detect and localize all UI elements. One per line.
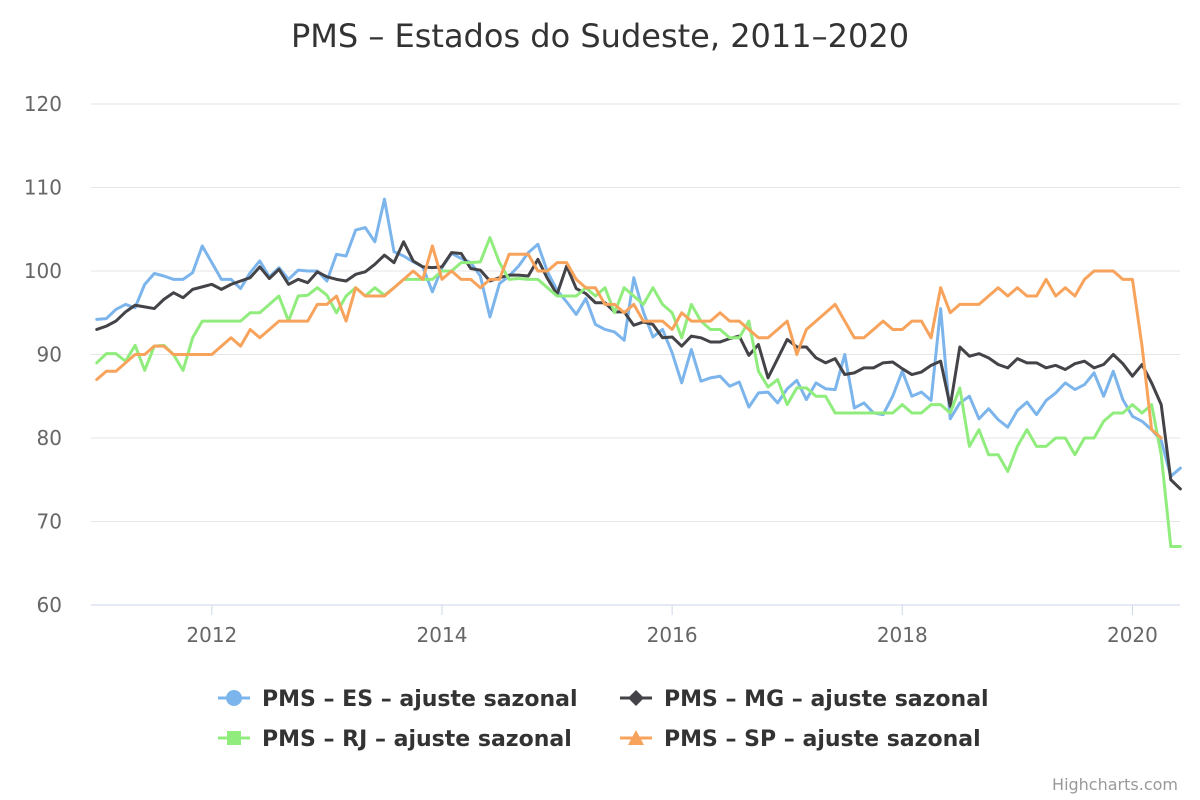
chart-title: PMS – Estados do Sudeste, 2011–2020 bbox=[291, 17, 909, 55]
legend-label: PMS – SP – ajuste sazonal bbox=[664, 727, 981, 752]
y-tick-label: 70 bbox=[37, 510, 62, 534]
x-tick-label: 2020 bbox=[1107, 623, 1158, 647]
legend-label: PMS – MG – ajuste sazonal bbox=[664, 687, 989, 712]
credits-link[interactable]: Highcharts.com bbox=[1052, 775, 1178, 794]
x-tick-label: 2014 bbox=[417, 623, 468, 647]
y-tick-label: 100 bbox=[24, 259, 62, 283]
series-lines bbox=[95, 197, 1182, 549]
y-tick-label: 60 bbox=[37, 593, 62, 617]
series-line-4[interactable] bbox=[95, 244, 1163, 440]
legend-label: PMS – RJ – ajuste sazonal bbox=[262, 727, 572, 752]
x-tick-label: 2012 bbox=[186, 623, 237, 647]
legend-item-1[interactable]: PMS – ES – ajuste sazonal bbox=[218, 687, 578, 712]
y-tick-label: 110 bbox=[24, 176, 62, 200]
series-line-2[interactable] bbox=[95, 240, 1182, 491]
y-tick-label: 120 bbox=[24, 92, 62, 116]
diamond-marker-icon bbox=[628, 690, 644, 706]
y-axis-labels: 60 70 80 90 100 110 120 bbox=[24, 92, 62, 617]
legend-label: PMS – ES – ajuste sazonal bbox=[262, 687, 578, 712]
x-tick-label: 2016 bbox=[647, 623, 698, 647]
x-axis: 2012 2014 2016 2018 2020 bbox=[186, 605, 1158, 647]
x-tick-label: 2018 bbox=[877, 623, 928, 647]
legend: PMS – ES – ajuste sazonal PMS – MG – ajus… bbox=[218, 687, 989, 752]
legend-item-4[interactable]: PMS – SP – ajuste sazonal bbox=[620, 727, 981, 752]
square-marker-icon bbox=[227, 731, 241, 745]
y-tick-label: 80 bbox=[37, 426, 62, 450]
y-tick-label: 90 bbox=[37, 343, 62, 367]
gridlines bbox=[91, 103, 1180, 522]
legend-item-3[interactable]: PMS – RJ – ajuste sazonal bbox=[218, 727, 572, 752]
legend-item-2[interactable]: PMS – MG – ajuste sazonal bbox=[620, 687, 989, 712]
series-line-3[interactable] bbox=[95, 236, 1182, 549]
triangle-marker-icon bbox=[628, 730, 644, 745]
circle-marker-icon bbox=[226, 690, 242, 706]
